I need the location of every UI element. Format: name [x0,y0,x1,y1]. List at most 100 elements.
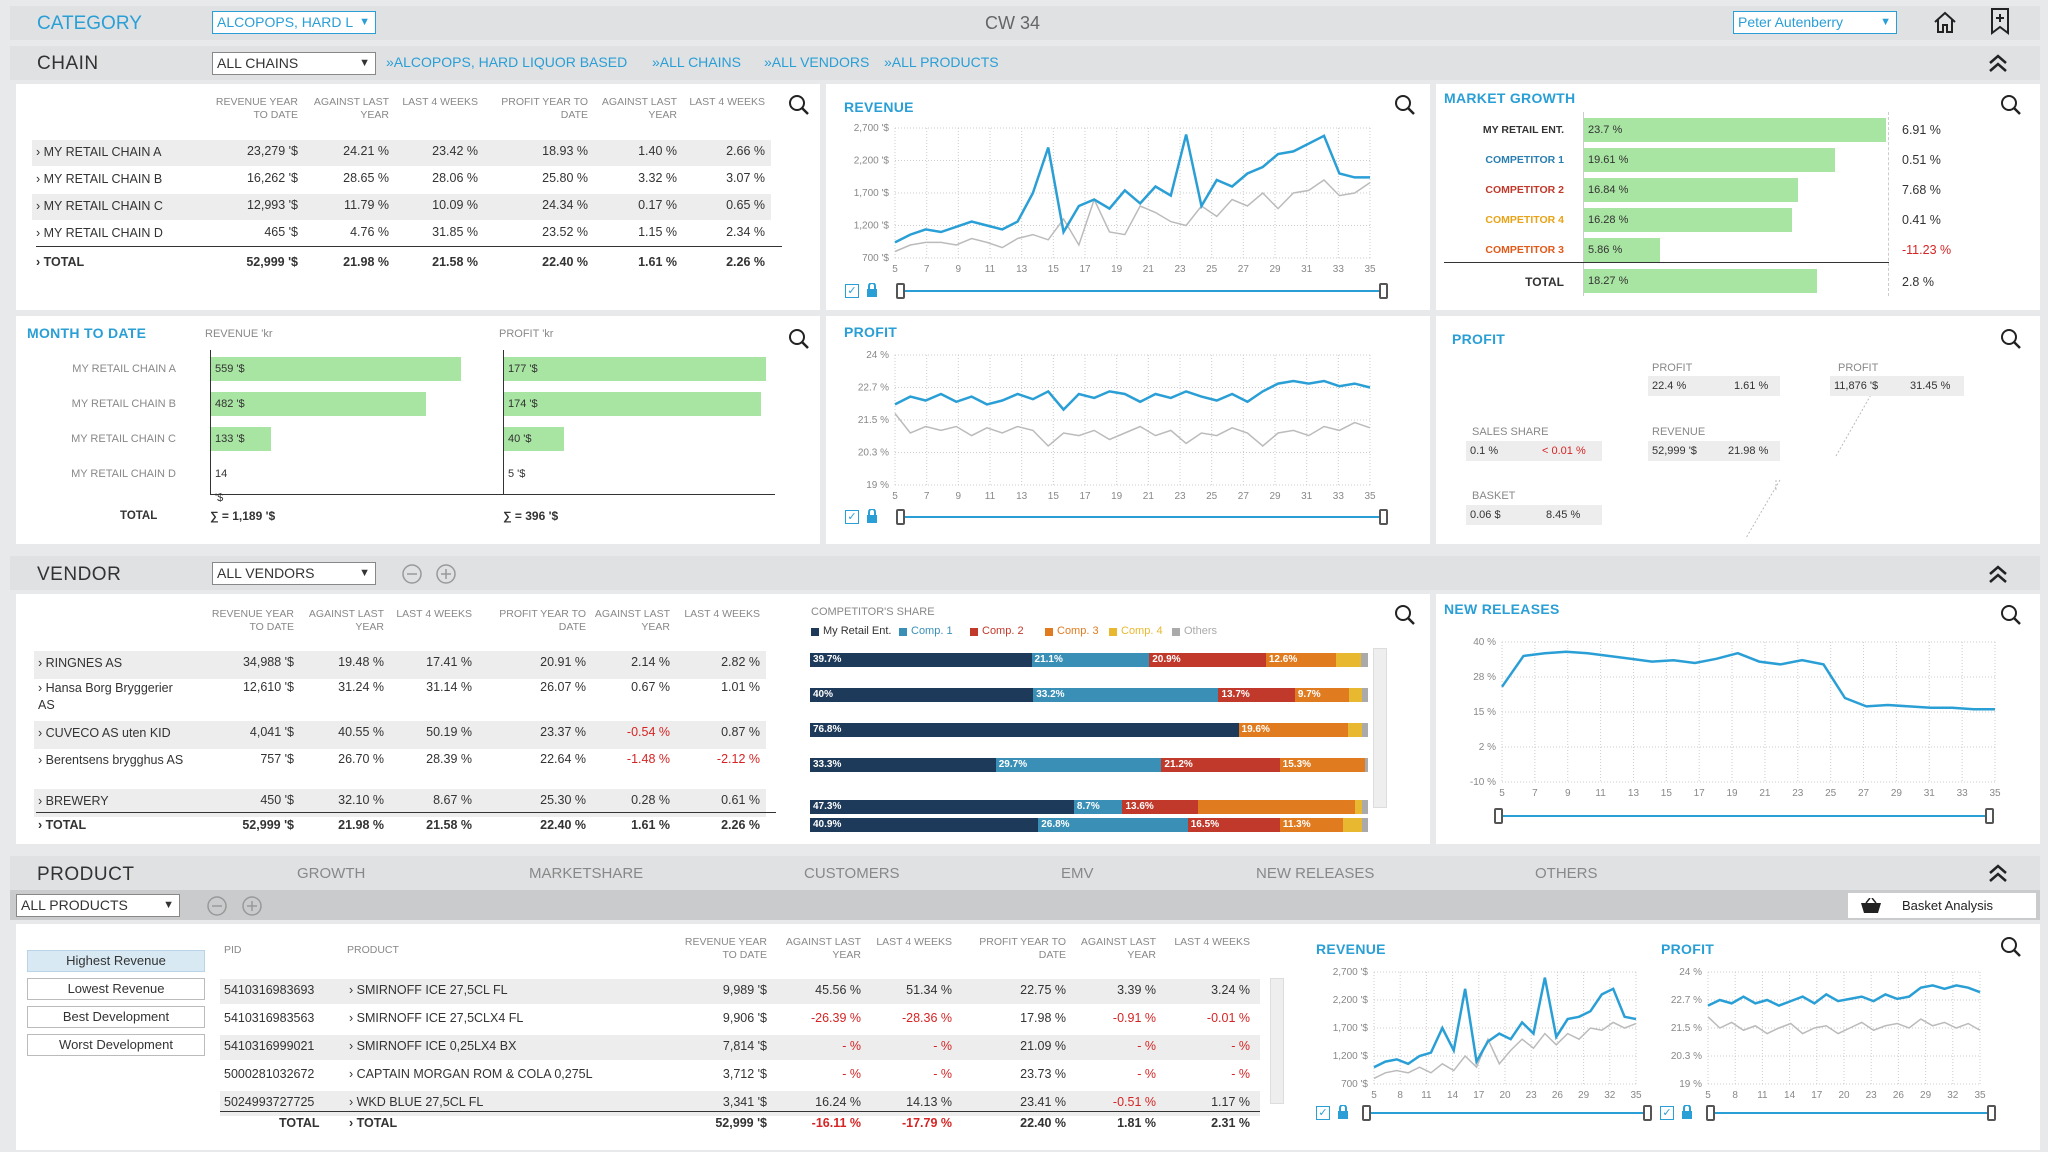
collapse-icon[interactable] [1987,52,2009,74]
product-row-name[interactable]: › SMIRNOFF ICE 0,25LX4 BX [349,1039,517,1053]
chain-dropdown[interactable]: ALL CHAINS ▼ [212,52,376,75]
collapse-icon[interactable] [1987,862,2009,884]
bookmark-icon[interactable] [1989,7,2011,35]
legend-label: Comp. 4 [1121,625,1163,637]
chain-row-name[interactable]: › MY RETAIL CHAIN B [36,172,163,186]
chevron-down-icon: ▼ [359,57,370,69]
share-segment: 39.7% [810,653,1032,667]
product-dropdown[interactable]: ALL PRODUCTS ▼ [16,894,180,917]
x-tick-label: 11 [985,264,996,275]
chain-cell: 31.85 % [432,225,478,239]
week-range-slider[interactable] [1362,1105,1652,1121]
week-range-slider[interactable] [1494,808,1994,824]
mg-bar: 16.84 % [1584,178,1799,202]
checkbox[interactable]: ✓ [845,284,859,298]
tab-growth[interactable]: GROWTH [297,865,366,882]
chain-row-name[interactable]: › MY RETAIL CHAIN C [36,199,163,213]
search-icon[interactable] [1394,94,1416,116]
week-range-slider[interactable] [896,283,1388,299]
product-row-name[interactable]: › SMIRNOFF ICE 27,5CLX4 FL [349,1011,524,1025]
chain-cell: 23.52 % [542,225,588,239]
checkbox[interactable]: ✓ [845,510,859,524]
product-row-name[interactable]: › SMIRNOFF ICE 27,5CL FL [349,983,508,997]
home-icon[interactable] [1932,10,1958,34]
chain-row-name[interactable]: › MY RETAIL CHAIN A [36,145,162,159]
product-scrollbar[interactable] [1270,978,1284,1104]
vendor-row-name[interactable]: › CUVECO AS uten KID [38,726,171,740]
tab-new-releases[interactable]: NEW RELEASES [1256,865,1375,882]
sort-button[interactable]: Worst Development [27,1034,205,1056]
tab-marketshare[interactable]: MARKETSHARE [529,865,644,882]
x-tick-label: 26 [1893,1090,1905,1101]
share-segment: 33.3% [810,758,996,772]
breadcrumb-category[interactable]: »ALCOPOPS, HARD LIQUOR BASED [386,54,628,70]
x-tick-label: 35 [1989,788,2001,799]
search-icon[interactable] [2000,604,2022,626]
sort-button[interactable]: Lowest Revenue [27,978,205,1000]
product-row-name[interactable]: › WKD BLUE 27,5CL FL [349,1095,484,1109]
checkbox[interactable]: ✓ [1316,1106,1330,1120]
product-cell: -26.39 % [810,1011,861,1025]
vendor-row-name[interactable]: › Berentsens brygghus AS [38,753,184,767]
breadcrumb-chains[interactable]: »ALL CHAINS [652,54,741,70]
share-segment: 11.3% [1279,818,1343,832]
mtd-rev-bar: 14 '$ [211,462,235,504]
product-row-name[interactable]: › CAPTAIN MORGAN ROM & COLA 0,275L [349,1067,593,1081]
mtd-profit-axis [503,350,504,495]
week-range-slider[interactable] [1706,1105,1996,1121]
vendor-dropdown[interactable]: ALL VENDORS ▼ [212,562,376,585]
chain-total-cell: 2.26 % [726,255,765,269]
week-range-slider[interactable] [896,509,1388,525]
search-icon[interactable] [1394,604,1416,626]
lock-icon[interactable] [866,283,878,297]
breadcrumb-vendors[interactable]: »ALL VENDORS [764,54,870,70]
search-icon[interactable] [788,94,810,116]
lock-icon[interactable] [866,509,878,523]
vendor-cell: 0.61 % [721,793,760,807]
zoom-out-icon[interactable] [402,564,422,584]
chain-row-name[interactable]: › MY RETAIL CHAIN D [36,226,163,240]
x-tick-label: 7 [1532,788,1538,799]
vendor-total-cell: 21.98 % [338,818,384,832]
checkbox[interactable]: ✓ [1660,1106,1674,1120]
x-tick-label: 8 [1397,1090,1403,1101]
sort-button[interactable]: Best Development [27,1006,205,1028]
y-tick-label: 22.7 % [1671,995,1702,1006]
y-tick-label: 21.5 % [1671,1023,1702,1034]
x-tick-label: 29 [1920,1090,1932,1101]
last-year-line [1707,1016,1981,1035]
sort-button[interactable]: Highest Revenue [27,950,205,972]
y-tick-label: 700 '$ [862,253,889,264]
zoom-in-icon[interactable] [242,896,262,916]
user-dropdown[interactable]: Peter Autenberry ▼ [1733,11,1897,34]
tab-customers[interactable]: CUSTOMERS [804,865,900,882]
search-icon[interactable] [2000,936,2022,958]
tab-others[interactable]: OTHERS [1535,865,1598,882]
y-tick-label: 2,700 '$ [854,123,890,134]
zoom-out-icon[interactable] [207,896,227,916]
vendor-row-name[interactable]: › Hansa Borg Bryggerier AS [38,681,173,712]
tab-emv[interactable]: EMV [1061,865,1094,882]
chain-row-bg [32,140,771,166]
lock-icon[interactable] [1681,1105,1693,1119]
vendor-scrollbar[interactable] [1373,648,1387,808]
vendor-row-name[interactable]: › BREWERY [38,794,109,808]
vendor-row-name[interactable]: › RINGNES AS [38,656,123,670]
product-revenue-chart: 2,700 '$ 2,200 '$ 1,700 '$ 1,200 '$ 700 '$5 8… [1333,967,1642,1101]
x-tick-label: 31 [1301,264,1313,275]
zoom-in-icon[interactable] [436,564,456,584]
last-year-line [894,179,1371,253]
product-pid: 5000281032672 [224,1067,315,1081]
product-total-name: › TOTAL [349,1116,398,1130]
search-icon[interactable] [788,328,810,350]
search-icon[interactable] [2000,328,2022,350]
category-label: CATEGORY [37,13,142,34]
collapse-icon[interactable] [1987,563,2009,585]
chain-cell: 1.40 % [638,144,677,158]
lock-icon[interactable] [1337,1105,1349,1119]
y-tick-label: -10 % [1470,777,1496,788]
category-dropdown[interactable]: ALCOPOPS, HARD L ▼ [212,11,376,34]
search-icon[interactable] [2000,94,2022,116]
basket-analysis-button[interactable]: Basket Analysis [1848,893,2036,918]
breadcrumb-products[interactable]: »ALL PRODUCTS [884,54,999,70]
